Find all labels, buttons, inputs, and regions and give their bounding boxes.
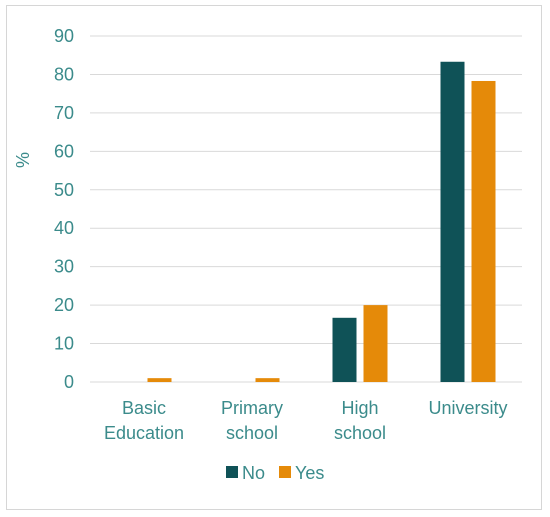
y-tick-label: 80: [54, 64, 74, 84]
y-tick-label: 90: [54, 26, 74, 46]
x-tick-label: school: [334, 423, 386, 443]
y-tick-label: 70: [54, 103, 74, 123]
y-tick-label: 50: [54, 180, 74, 200]
x-tick-label: Primary: [221, 398, 283, 418]
y-tick-label: 60: [54, 141, 74, 161]
y-tick-label: 0: [64, 372, 74, 392]
y-tick-label: 30: [54, 257, 74, 277]
x-tick-label: Education: [104, 423, 184, 443]
x-tick-label: school: [226, 423, 278, 443]
y-tick-label: 20: [54, 295, 74, 315]
legend-swatch-no: [226, 466, 238, 478]
x-axis-ticks: Basic Education Primary school High school Uni…: [104, 398, 508, 443]
bar-no-2: [332, 317, 357, 382]
x-tick-label: University: [428, 398, 507, 418]
y-axis-title: %: [13, 152, 33, 168]
legend: No Yes: [226, 463, 324, 483]
bars: [147, 61, 496, 382]
bar-yes-1: [255, 378, 280, 382]
legend-swatch-yes: [279, 466, 291, 478]
bar-yes-3: [471, 80, 496, 382]
legend-label-no: No: [242, 463, 265, 483]
bar-no-3: [440, 61, 465, 382]
y-tick-label: 10: [54, 334, 74, 354]
x-tick-label: Basic: [122, 398, 166, 418]
legend-label-yes: Yes: [295, 463, 324, 483]
y-tick-label: 40: [54, 218, 74, 238]
bar-yes-0: [147, 378, 172, 382]
x-tick-label: High: [341, 398, 378, 418]
y-axis-ticks: 0 10 20 30 40 50 60 70 80 90: [54, 26, 74, 392]
bar-yes-2: [363, 305, 388, 382]
